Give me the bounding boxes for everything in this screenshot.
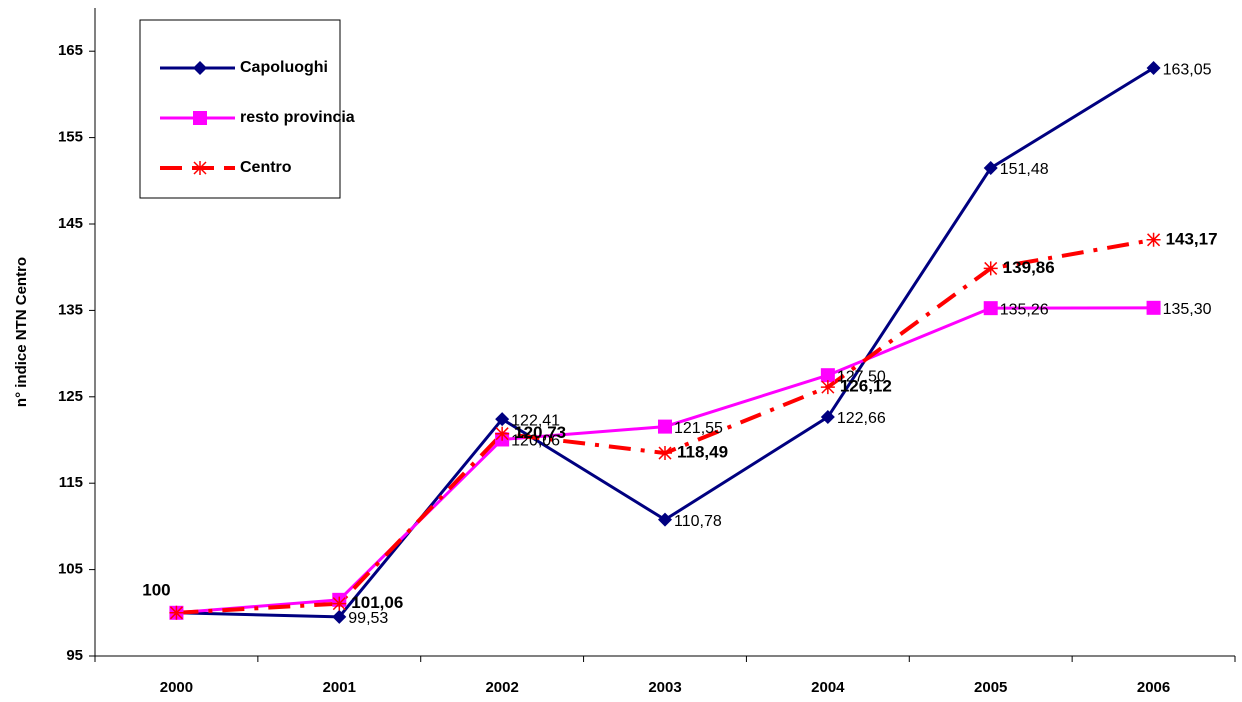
data-label: 120,06 — [511, 433, 560, 450]
data-label: 135,26 — [1000, 301, 1049, 318]
legend-marker — [193, 111, 207, 125]
x-tick-label: 2000 — [160, 679, 193, 696]
marker — [495, 426, 510, 441]
marker — [983, 301, 998, 316]
marker — [983, 261, 998, 276]
data-label: 120,73 — [514, 423, 566, 442]
x-tick-label: 2003 — [648, 679, 681, 696]
legend-marker — [193, 161, 207, 175]
y-tick-label: 105 — [58, 561, 83, 578]
data-label: 139,86 — [1003, 258, 1055, 277]
data-label: 122,41 — [511, 412, 560, 429]
data-label: 100 — [142, 580, 170, 599]
data-label: 99,53 — [348, 610, 388, 627]
x-tick-label: 2004 — [811, 679, 845, 696]
marker — [820, 380, 835, 395]
marker — [332, 609, 347, 624]
marker — [1146, 232, 1161, 247]
data-label: 118,49 — [677, 443, 728, 462]
data-label: 127,50 — [837, 368, 886, 385]
marker — [658, 446, 672, 461]
marker — [658, 512, 672, 527]
x-tick-label: 2006 — [1137, 679, 1170, 696]
marker — [1146, 300, 1161, 315]
x-tick-label: 2002 — [485, 679, 518, 696]
data-label: 163,05 — [1163, 61, 1212, 78]
y-tick-label: 165 — [58, 42, 83, 59]
y-axis-title: n° indice NTN Centro — [13, 257, 30, 407]
y-tick-label: 125 — [58, 388, 83, 405]
marker — [658, 419, 672, 434]
y-tick-label: 135 — [58, 301, 83, 318]
legend-label: Centro — [240, 159, 292, 176]
y-tick-label: 155 — [58, 129, 83, 146]
marker — [169, 605, 184, 620]
marker — [820, 410, 835, 425]
y-tick-label: 95 — [66, 647, 83, 664]
legend-label: Capoluoghi — [240, 59, 328, 76]
marker — [820, 368, 835, 383]
x-tick-label: 2005 — [974, 679, 1007, 696]
data-label: 101,06 — [351, 593, 403, 612]
data-label: 143,17 — [1166, 229, 1218, 248]
x-tick-label: 2001 — [323, 679, 356, 696]
data-label: 126,12 — [840, 377, 892, 396]
y-tick-label: 145 — [58, 215, 83, 232]
marker — [495, 412, 510, 427]
data-label: 135,30 — [1163, 301, 1212, 318]
legend-label: resto provincia — [240, 109, 355, 126]
data-label: 121,55 — [674, 420, 723, 437]
data-label: 151,48 — [1000, 161, 1049, 178]
marker — [332, 596, 347, 611]
marker — [1146, 61, 1161, 76]
data-label: 122,66 — [837, 410, 886, 427]
marker — [983, 161, 998, 176]
legend-marker — [193, 61, 207, 75]
y-tick-label: 115 — [59, 474, 83, 491]
data-label: 110,78 — [674, 513, 722, 530]
